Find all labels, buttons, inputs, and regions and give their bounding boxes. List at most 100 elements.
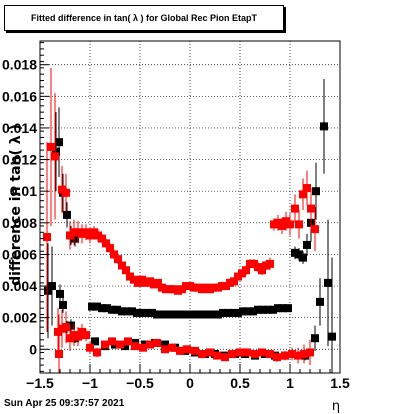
data-point bbox=[43, 233, 51, 242]
data-point bbox=[108, 305, 116, 314]
data-point bbox=[299, 253, 307, 262]
data-point bbox=[284, 304, 292, 313]
x-tick-label: 1 bbox=[286, 375, 294, 391]
data-point bbox=[62, 188, 70, 197]
data-point bbox=[173, 310, 181, 319]
data-point bbox=[249, 307, 257, 316]
data-points-group bbox=[43, 67, 336, 373]
data-point bbox=[213, 351, 221, 360]
data-point bbox=[312, 187, 320, 196]
data-point bbox=[288, 350, 296, 359]
data-point bbox=[106, 244, 114, 253]
data-point bbox=[219, 308, 227, 317]
data-point bbox=[55, 138, 63, 147]
data-point bbox=[55, 350, 63, 359]
data-point bbox=[51, 152, 59, 161]
data-point bbox=[98, 304, 106, 313]
data-point bbox=[214, 310, 222, 319]
data-point bbox=[56, 289, 64, 298]
data-point bbox=[143, 308, 151, 317]
data-point bbox=[67, 321, 75, 330]
data-point bbox=[139, 343, 147, 352]
data-point bbox=[116, 340, 124, 349]
data-point bbox=[266, 350, 274, 359]
data-point bbox=[91, 337, 99, 346]
data-point bbox=[278, 221, 286, 230]
data-point bbox=[161, 340, 169, 349]
data-point bbox=[148, 308, 156, 317]
data-point bbox=[128, 307, 136, 316]
data-point bbox=[123, 307, 131, 316]
chart-title: Fitted difference in tan( λ ) for Global… bbox=[4, 5, 284, 31]
data-point bbox=[63, 210, 71, 219]
data-point bbox=[82, 331, 90, 340]
data-point bbox=[307, 204, 315, 213]
y-axis-label: difference in tan( λ ) bbox=[8, 124, 24, 286]
data-point bbox=[178, 310, 186, 319]
data-point bbox=[189, 310, 197, 319]
data-point bbox=[258, 348, 266, 357]
data-point bbox=[300, 350, 308, 359]
data-point bbox=[98, 234, 106, 243]
y-tick-label: 0.018 bbox=[2, 57, 37, 73]
data-point bbox=[44, 286, 52, 295]
data-point bbox=[118, 307, 126, 316]
data-point bbox=[88, 302, 96, 311]
data-point bbox=[59, 301, 67, 310]
data-point bbox=[251, 350, 259, 359]
data-point bbox=[183, 345, 191, 354]
data-point bbox=[320, 122, 328, 131]
data-point bbox=[294, 351, 302, 360]
data-point bbox=[244, 307, 252, 316]
data-point bbox=[273, 353, 281, 362]
data-point bbox=[93, 348, 101, 357]
data-point bbox=[114, 255, 122, 264]
data-point bbox=[121, 342, 129, 351]
data-point bbox=[204, 310, 212, 319]
data-point bbox=[228, 350, 236, 359]
data-point bbox=[158, 310, 166, 319]
timestamp: Sun Apr 25 09:37:57 2021 bbox=[4, 398, 125, 409]
data-point bbox=[311, 334, 319, 343]
data-point bbox=[254, 305, 262, 314]
data-point bbox=[264, 305, 272, 314]
data-point bbox=[122, 266, 130, 275]
data-point bbox=[113, 305, 121, 314]
data-point bbox=[163, 310, 171, 319]
data-point bbox=[102, 239, 110, 248]
data-point bbox=[259, 305, 267, 314]
data-point bbox=[103, 304, 111, 313]
data-point bbox=[303, 240, 311, 249]
data-point bbox=[239, 307, 247, 316]
data-point bbox=[86, 343, 94, 352]
y-tick-label: 0 bbox=[29, 341, 37, 357]
data-point bbox=[133, 308, 141, 317]
data-point bbox=[131, 342, 139, 351]
data-point bbox=[286, 220, 294, 229]
data-point bbox=[108, 337, 116, 346]
data-point bbox=[266, 259, 274, 268]
data-point bbox=[209, 310, 217, 319]
data-point bbox=[194, 310, 202, 319]
data-point bbox=[74, 332, 82, 341]
data-point bbox=[198, 350, 206, 359]
data-point bbox=[224, 308, 232, 317]
data-point bbox=[243, 348, 251, 357]
data-point bbox=[110, 250, 118, 259]
y-tick-label: 0.01 bbox=[10, 183, 37, 199]
data-point bbox=[299, 190, 307, 199]
data-point bbox=[124, 337, 132, 346]
data-point bbox=[281, 351, 289, 360]
x-tick-label: 0 bbox=[186, 375, 194, 391]
data-point bbox=[47, 142, 55, 151]
data-point bbox=[242, 266, 250, 275]
data-point bbox=[269, 305, 277, 314]
data-point bbox=[230, 277, 238, 286]
data-point bbox=[191, 346, 199, 355]
data-point bbox=[154, 278, 162, 287]
data-point bbox=[328, 332, 336, 341]
y-tick-label: 0.016 bbox=[2, 88, 37, 104]
data-point bbox=[221, 353, 229, 362]
data-point bbox=[168, 343, 176, 352]
